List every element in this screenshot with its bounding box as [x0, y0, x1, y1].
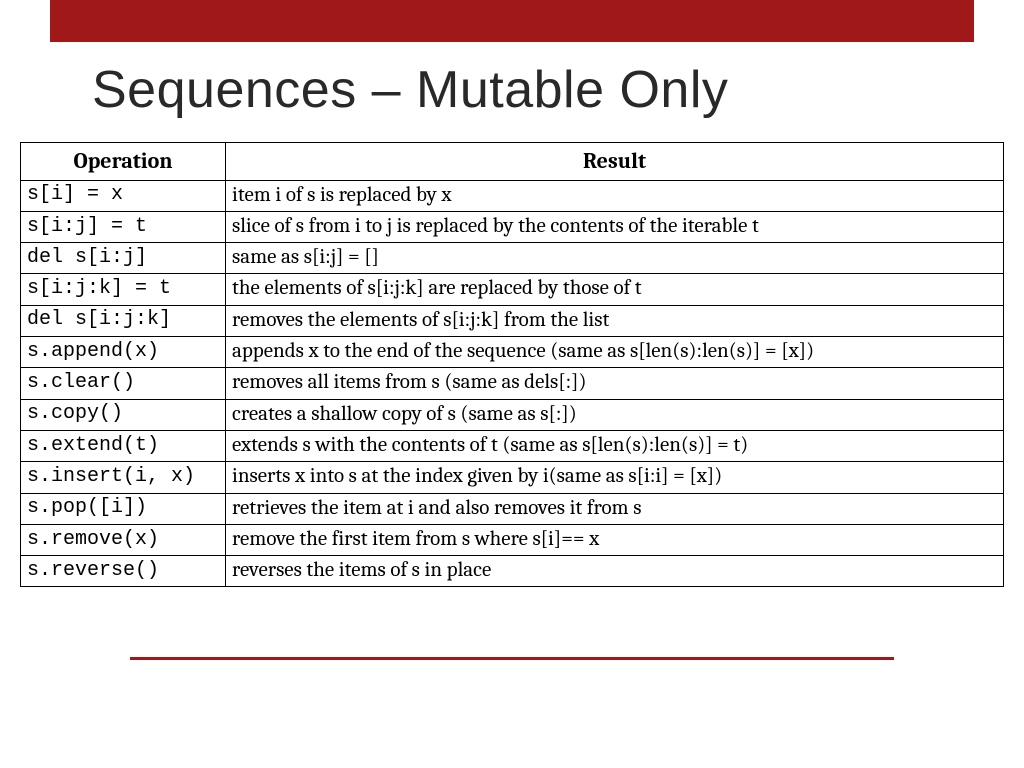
cell-operation: s.copy(): [21, 399, 226, 430]
cell-result: creates a shallow copy of s (same as s[:…: [226, 399, 1004, 430]
cell-result: slice of s from i to j is replaced by th…: [226, 211, 1004, 242]
page-title: Sequences – Mutable Only: [92, 60, 1024, 120]
column-header-result: Result: [226, 143, 1004, 181]
cell-result: extends s with the contents of t (same a…: [226, 430, 1004, 461]
table-row: s.copy() creates a shallow copy of s (sa…: [21, 399, 1004, 430]
table-row: del s[i:j:k] removes the elements of s[i…: [21, 305, 1004, 336]
table-row: s.append(x) appends x to the end of the …: [21, 337, 1004, 368]
table-row: s[i] = x item i of s is replaced by x: [21, 180, 1004, 211]
table-row: s.clear() removes all items from s (same…: [21, 368, 1004, 399]
table-row: s.pop([i]) retrieves the item at i and a…: [21, 493, 1004, 524]
cell-result: same as s[i:j] = []: [226, 243, 1004, 274]
header-accent-bar: [50, 0, 974, 42]
cell-operation: s.clear(): [21, 368, 226, 399]
cell-operation: s[i:j] = t: [21, 211, 226, 242]
table-row: s.reverse() reverses the items of s in p…: [21, 556, 1004, 587]
table-row: s[i:j] = t slice of s from i to j is rep…: [21, 211, 1004, 242]
cell-operation: s[i:j:k] = t: [21, 274, 226, 305]
cell-operation: s.extend(t): [21, 430, 226, 461]
cell-operation: s.reverse(): [21, 556, 226, 587]
column-header-operation: Operation: [21, 143, 226, 181]
table-header-row: Operation Result: [21, 143, 1004, 181]
table-row: s.extend(t) extends s with the contents …: [21, 430, 1004, 461]
table-body: s[i] = x item i of s is replaced by x s[…: [21, 180, 1004, 587]
cell-result: removes all items from s (same as dels[:…: [226, 368, 1004, 399]
cell-result: removes the elements of s[i:j:k] from th…: [226, 305, 1004, 336]
operations-table: Operation Result s[i] = x item i of s is…: [20, 142, 1004, 587]
cell-result: item i of s is replaced by x: [226, 180, 1004, 211]
cell-result: remove the first item from s where s[i]=…: [226, 524, 1004, 555]
cell-operation: s.remove(x): [21, 524, 226, 555]
cell-operation: s.pop([i]): [21, 493, 226, 524]
cell-operation: s[i] = x: [21, 180, 226, 211]
cell-result: appends x to the end of the sequence (sa…: [226, 337, 1004, 368]
cell-operation: del s[i:j]: [21, 243, 226, 274]
cell-operation: s.append(x): [21, 337, 226, 368]
cell-operation: del s[i:j:k]: [21, 305, 226, 336]
table-row: s.insert(i, x) inserts x into s at the i…: [21, 462, 1004, 493]
cell-operation: s.insert(i, x): [21, 462, 226, 493]
operations-table-container: Operation Result s[i] = x item i of s is…: [20, 142, 1004, 587]
cell-result: inserts x into s at the index given by i…: [226, 462, 1004, 493]
footer-divider: [130, 657, 894, 660]
table-row: s.remove(x) remove the first item from s…: [21, 524, 1004, 555]
cell-result: the elements of s[i:j:k] are replaced by…: [226, 274, 1004, 305]
table-row: del s[i:j] same as s[i:j] = []: [21, 243, 1004, 274]
cell-result: reverses the items of s in place: [226, 556, 1004, 587]
cell-result: retrieves the item at i and also removes…: [226, 493, 1004, 524]
table-row: s[i:j:k] = t the elements of s[i:j:k] ar…: [21, 274, 1004, 305]
